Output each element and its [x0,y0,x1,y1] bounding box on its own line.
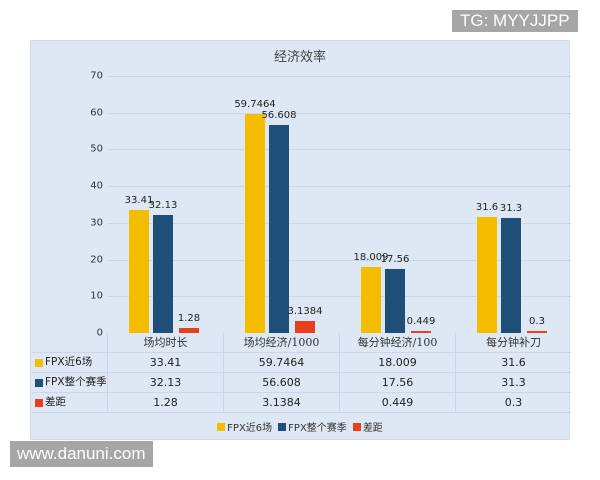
data-label: 18.009 [353,251,389,263]
y-axis-tick: 0 [96,327,103,339]
legend-item: 差距 [352,419,383,434]
y-axis-tick: 30 [90,217,103,229]
chart-card: 经济效率 0 10 20 30 40 50 60 70 33.41 32.13 1.28 59.746… [30,40,571,440]
legend-item: FPX近6场 [217,419,272,434]
bar [245,113,265,333]
y-axis-tick: 70 [90,70,103,82]
table-cell: 32.13 [107,373,223,392]
series-name: FPX近6场 [45,356,93,368]
table-cell: 56.608 [223,373,339,392]
gridline [107,76,571,77]
legend-swatch-icon [352,422,361,431]
gridline [107,186,571,188]
y-axis-tick: 40 [90,180,103,192]
data-label: 31.3 [499,203,523,215]
legend-swatch-icon [278,422,287,431]
data-label: 59.7464 [234,98,276,110]
table-cell: 59.7464 [223,353,339,372]
table-cell: 33.41 [107,353,223,372]
table-cell: 31.3 [455,373,571,392]
bar [361,266,381,333]
y-axis-tick: 60 [90,107,103,119]
bar [477,216,497,333]
category-label: 每分钟补刀 [455,333,571,352]
y-axis-tick: 50 [90,143,103,155]
legend-swatch-icon [35,398,43,407]
watermark-bottom: www.danuni.com [10,441,153,467]
data-label: 1.28 [177,313,201,325]
series-name: FPX整个赛季 [45,376,107,388]
bar [179,328,199,333]
table-cell: 18.009 [339,353,455,372]
table-row: FPX整个赛季 32.13 56.608 17.56 31.3 [31,373,571,393]
bar [411,331,431,333]
chart-legend: FPX近6场 FPX整个赛季 差距 [31,419,569,434]
series-name: 差距 [45,396,66,408]
legend-swatch-icon [35,378,43,387]
gridline [107,296,571,298]
gridline [107,149,571,151]
data-label: 32.13 [148,200,178,212]
data-label: 56.608 [261,110,297,122]
table-cell: 31.6 [455,353,571,372]
table-row: FPX近6场 33.41 59.7464 18.009 31.6 [31,353,571,373]
watermark-top: TG: MYYJJPP [452,10,578,32]
y-axis-tick: 10 [90,290,103,302]
data-label: 17.56 [380,253,410,265]
table-cell: 0.449 [339,393,455,412]
y-axis-tick: 20 [90,254,103,266]
bar [129,210,149,333]
table-cell: 3.1384 [223,393,339,412]
bar [153,215,173,333]
bar [269,125,289,333]
data-label: 0.449 [406,316,436,327]
table-row: 差距 1.28 3.1384 0.449 0.3 [31,393,571,413]
category-label: 场均时长 [107,333,223,352]
legend-item: FPX整个赛季 [278,419,347,434]
gridline [107,222,571,224]
table-header-row: 场均时长 场均经济/1000 每分钟经济/100 每分钟补刀 [31,333,571,353]
gridline [107,112,571,114]
data-label: 33.41 [124,195,154,207]
category-label: 每分钟经济/100 [339,333,455,352]
legend-swatch-icon [217,422,226,431]
table-cell: 1.28 [107,393,223,412]
data-label: 31.6 [475,201,499,213]
data-label: 3.1384 [287,306,323,318]
chart-title: 经济效率 [273,50,326,65]
bar [385,268,405,333]
gridline [107,259,571,261]
bar [501,218,521,333]
legend-swatch-icon [35,358,43,367]
table-cell: 17.56 [339,373,455,392]
table-cell: 0.3 [455,393,571,412]
data-label: 0.3 [529,316,545,327]
category-label: 场均经济/1000 [223,333,339,352]
bar [295,321,315,333]
bar [527,331,547,333]
